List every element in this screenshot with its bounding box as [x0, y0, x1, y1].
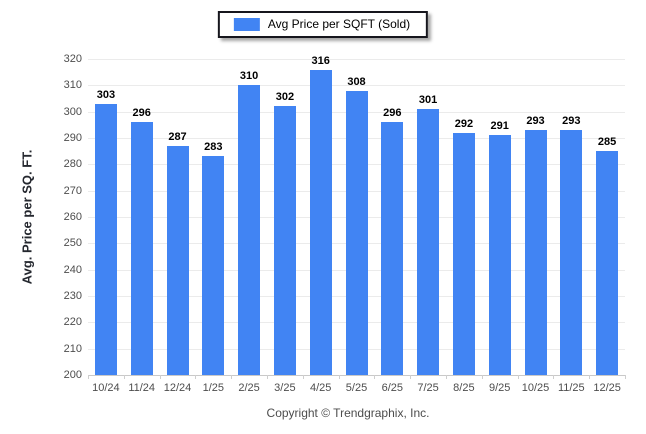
x-category-label: 12/24 [163, 382, 192, 394]
x-category-label: 7/25 [417, 382, 439, 394]
x-tick-mark [159, 375, 161, 379]
bar[interactable] [166, 145, 189, 375]
bar-value-label: 316 [311, 54, 330, 67]
y-axis-title: Avg. Price per SQ. FT. [19, 149, 35, 285]
bar[interactable] [560, 130, 583, 375]
x-tick-mark [302, 375, 304, 379]
x-category-label: 4/25 [309, 382, 332, 394]
bar[interactable] [524, 130, 547, 375]
y-tick-label: 300 [63, 105, 82, 118]
gridline [88, 85, 625, 87]
x-category-label: 3/25 [274, 382, 296, 394]
y-tick-label: 290 [63, 132, 82, 144]
y-tick-label: 200 [63, 369, 82, 381]
x-tick-mark [195, 375, 197, 379]
bar-value-label: 302 [275, 91, 295, 104]
y-tick-label: 240 [63, 263, 82, 276]
x-tick-mark [625, 375, 626, 379]
bar-value-label: 287 [168, 130, 187, 143]
bar[interactable] [381, 122, 404, 375]
x-category-label: 8/25 [453, 382, 475, 394]
bar-value-label: 303 [96, 88, 116, 101]
y-tick-label: 220 [63, 316, 82, 329]
bar-value-label: 296 [383, 107, 402, 120]
x-category-label: 6/25 [381, 382, 404, 394]
legend-label: Avg Price per SQFT (Sold) [267, 17, 411, 31]
bar[interactable] [345, 90, 368, 375]
bar[interactable] [488, 135, 511, 375]
bar[interactable] [202, 156, 225, 375]
x-category-label: 11/25 [557, 382, 585, 394]
plot-area: 200 210 220 230 240 250 260 270 280 290 300 310 320 3… [64, 53, 626, 394]
x-category-label: 5/25 [345, 382, 368, 394]
x-category-label: 2/25 [238, 382, 260, 394]
bar[interactable] [130, 122, 153, 375]
bar-value-label: 308 [347, 75, 366, 88]
bar-value-label: 293 [562, 115, 581, 128]
bar-value-label: 301 [418, 94, 438, 107]
x-tick-mark [338, 375, 340, 379]
bar-value-label: 296 [132, 107, 151, 120]
bar[interactable] [309, 69, 332, 375]
x-tick-mark [589, 375, 591, 379]
y-tick-label: 260 [63, 211, 82, 223]
x-tick-mark [123, 375, 125, 379]
x-tick-mark [446, 375, 447, 379]
bar[interactable] [596, 151, 619, 375]
bar[interactable] [94, 103, 117, 375]
y-tick-label: 230 [63, 290, 82, 302]
x-category-label: 9/25 [488, 382, 511, 394]
x-tick-mark [231, 375, 233, 379]
bar[interactable] [238, 85, 261, 375]
bar-value-label: 293 [526, 115, 545, 128]
x-tick-mark [481, 375, 483, 379]
bar[interactable] [273, 106, 296, 375]
bar-value-label: 310 [239, 70, 259, 83]
x-category-label: 1/25 [202, 382, 225, 394]
y-tick-label: 320 [63, 53, 82, 65]
y-tick-label: 250 [63, 237, 82, 250]
x-category-label: 11/24 [128, 382, 156, 394]
x-tick-mark [374, 375, 376, 379]
y-tick-label: 270 [63, 184, 82, 197]
bar[interactable] [417, 109, 440, 375]
y-tick-label: 280 [63, 158, 82, 171]
legend[interactable]: Avg Price per SQFT (Sold) [217, 11, 429, 38]
gridline [88, 59, 625, 60]
x-category-label: 12/25 [593, 382, 621, 394]
legend-swatch-icon [233, 17, 260, 31]
bar-value-label: 292 [454, 117, 474, 130]
y-tick-label: 310 [63, 79, 82, 92]
x-category-label: 10/24 [92, 382, 120, 394]
bar-value-label: 285 [597, 136, 617, 149]
x-tick-mark [88, 375, 89, 379]
y-tick-label: 210 [63, 342, 82, 355]
copyright-text: Copyright © Trendgraphix, Inc. [266, 406, 430, 420]
x-tick-mark [517, 375, 519, 379]
bar-value-label: 283 [204, 141, 223, 154]
x-tick-mark [267, 375, 268, 379]
x-tick-mark [553, 375, 555, 379]
x-category-label: 10/25 [521, 382, 550, 394]
x-tick-mark [410, 375, 412, 379]
bar-value-label: 291 [490, 120, 509, 133]
bar[interactable] [452, 132, 475, 375]
